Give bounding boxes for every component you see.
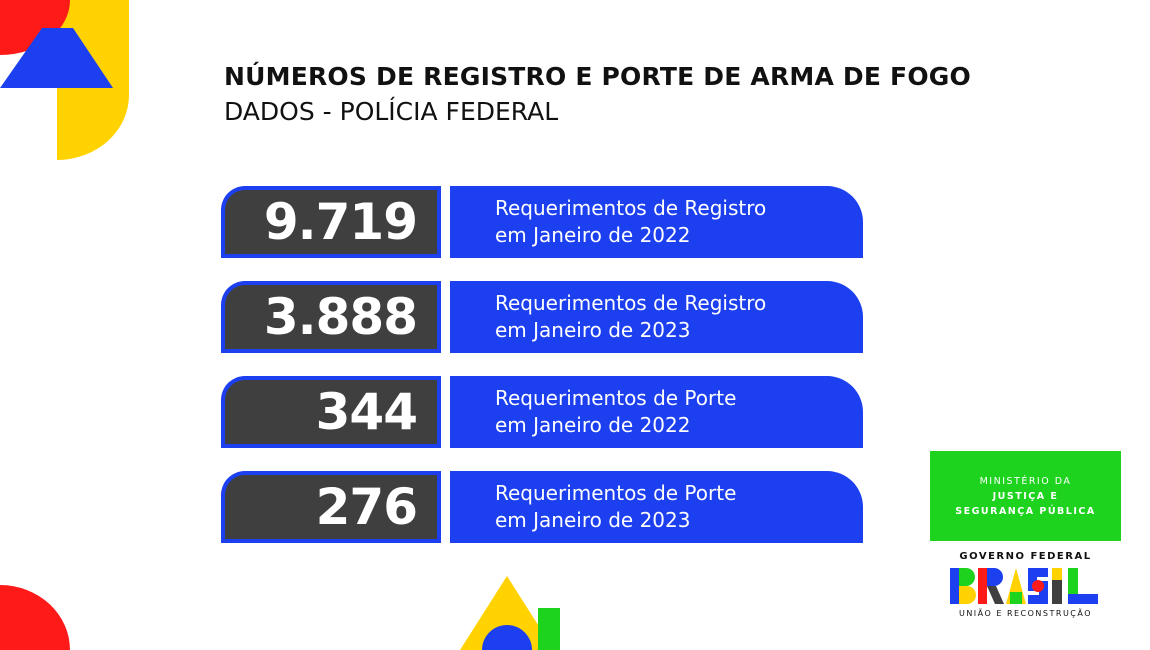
stat-value: 3.888 (263, 288, 418, 346)
stat-label-box: Requerimentos de Registro em Janeiro de … (450, 186, 863, 258)
stat-row-registro-2022: 9.719 Requerimentos de Registro em Janei… (221, 186, 863, 258)
page-subtitle: DADOS - POLÍCIA FEDERAL (224, 97, 559, 126)
ministry-line3: SEGURANÇA PÚBLICA (955, 505, 1096, 517)
stat-label-box: Requerimentos de Porte em Janeiro de 202… (450, 376, 863, 448)
page-title: NÚMEROS DE REGISTRO E PORTE DE ARMA DE F… (224, 62, 971, 91)
stat-label-line2: em Janeiro de 2022 (495, 223, 691, 247)
stat-value: 276 (315, 478, 418, 536)
stat-label-line1: Requerimentos de Registro (495, 196, 767, 220)
stat-label-box: Requerimentos de Porte em Janeiro de 202… (450, 471, 863, 543)
government-title: GOVERNO FEDERAL (959, 551, 1092, 562)
stat-number-box: 9.719 (221, 186, 441, 258)
ministry-line2: JUSTIÇA E (992, 490, 1059, 502)
stat-label-box: Requerimentos de Registro em Janeiro de … (450, 281, 863, 353)
government-logo: GOVERNO FEDERAL UNIÃO E RECONSTRUÇÃO (930, 551, 1121, 618)
stat-value: 9.719 (263, 193, 418, 251)
stat-label-line1: Requerimentos de Porte (495, 386, 737, 410)
government-tagline: UNIÃO E RECONSTRUÇÃO (958, 609, 1093, 618)
top-left-decoration (0, 0, 129, 160)
stat-label-line2: em Janeiro de 2023 (495, 318, 691, 342)
stat-row-porte-2022: 344 Requerimentos de Porte em Janeiro de… (221, 376, 863, 448)
stat-label-line2: em Janeiro de 2023 (495, 508, 691, 532)
stat-number-box: 3.888 (221, 281, 441, 353)
title-block: NÚMEROS DE REGISTRO E PORTE DE ARMA DE F… (224, 62, 971, 126)
stat-row-registro-2023: 3.888 Requerimentos de Registro em Janei… (221, 281, 863, 353)
stat-number-box: 344 (221, 376, 441, 448)
brasil-logo-icon (949, 568, 1098, 604)
ministry-logo: MINISTÉRIO DA JUSTIÇA E SEGURANÇA PÚBLIC… (930, 451, 1121, 541)
stat-label-line1: Requerimentos de Registro (495, 291, 767, 315)
stat-number-box: 276 (221, 471, 441, 543)
stat-label-line2: em Janeiro de 2022 (495, 413, 691, 437)
ministry-line1: MINISTÉRIO DA (979, 475, 1072, 487)
stat-row-porte-2023: 276 Requerimentos de Porte em Janeiro de… (221, 471, 863, 543)
bottom-center-decoration (460, 576, 560, 650)
stat-value: 344 (315, 383, 418, 441)
bottom-left-decoration (0, 585, 70, 650)
stat-label-line1: Requerimentos de Porte (495, 481, 737, 505)
